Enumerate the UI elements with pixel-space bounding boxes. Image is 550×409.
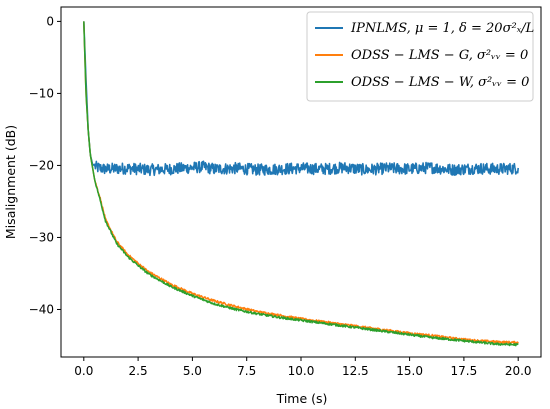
x-tick-label: 12.5	[342, 364, 369, 378]
legend-label-3: ODSS − LMS − W, σ²ᵥᵥ = 0	[351, 75, 529, 90]
x-tick-label: 5.0	[183, 364, 202, 378]
legend-label-2: ODSS − LMS − G, σ²ᵥᵥ = 0	[351, 48, 528, 63]
series-line-1	[83, 21, 519, 177]
series-line-3	[83, 21, 519, 347]
y-tick-label: −20	[29, 158, 54, 172]
y-tick-label: −10	[29, 86, 54, 100]
x-tick-label: 7.5	[237, 364, 256, 378]
x-axis-title: Time (s)	[276, 391, 328, 406]
x-tick-label: 2.5	[129, 364, 148, 378]
x-tick-label: 15.0	[396, 364, 423, 378]
legend-box	[306, 11, 534, 102]
y-tick-label: 0	[46, 14, 54, 28]
x-tick-label: 10.0	[288, 364, 315, 378]
plot-area	[83, 21, 519, 347]
y-tick-label: −40	[29, 302, 54, 316]
y-tick-label: −30	[29, 230, 54, 244]
axes: 0.0 2.5 5.0 7.5 10.0 12.5 15.0 17.5 20.0 0 −10 −20 −…	[29, 6, 542, 378]
legend: IPNLMS, μ = 1, δ = 20σ²ₓ/L ODSS − LMS − G…	[306, 11, 534, 102]
x-tick-label: 17.5	[451, 364, 478, 378]
x-tick-label: 20.0	[505, 364, 532, 378]
legend-label-1: IPNLMS, μ = 1, δ = 20σ²ₓ/L	[350, 21, 534, 36]
x-tick-label: 0.0	[74, 364, 93, 378]
y-axis-title: Misalignment (dB)	[3, 125, 18, 239]
